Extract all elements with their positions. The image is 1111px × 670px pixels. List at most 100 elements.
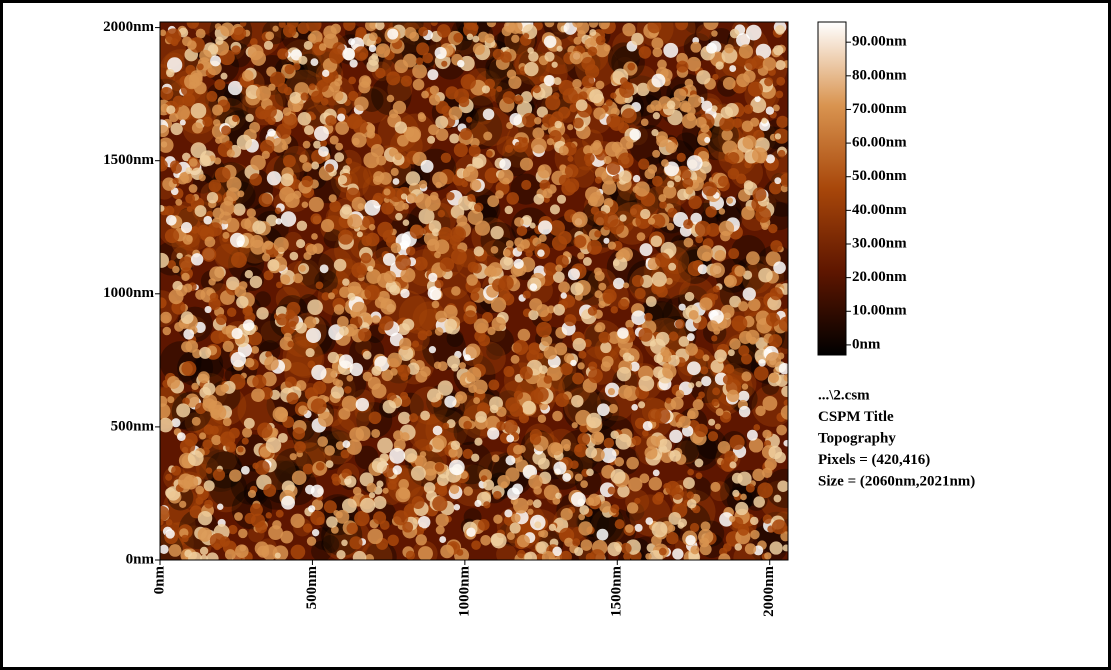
grain (367, 266, 373, 272)
grain (619, 214, 626, 221)
grain (251, 388, 265, 402)
grain (652, 176, 663, 187)
colorbar (818, 22, 846, 355)
grain (606, 114, 620, 128)
grain (222, 326, 230, 334)
grain (259, 193, 273, 207)
grain (184, 433, 198, 447)
grain (572, 538, 580, 546)
grain (538, 530, 545, 537)
grain (643, 421, 653, 431)
grain (553, 304, 565, 316)
grain (196, 29, 206, 39)
grain (635, 524, 643, 532)
grain (191, 103, 207, 119)
grain (206, 467, 213, 474)
grain (606, 99, 613, 106)
grain (450, 484, 460, 494)
grain (192, 122, 203, 133)
grain (639, 46, 652, 59)
grain (299, 265, 306, 272)
grain (641, 118, 649, 126)
grain (645, 553, 651, 559)
grain (513, 340, 528, 355)
grain (514, 217, 524, 227)
grain (580, 480, 588, 488)
grain (359, 52, 366, 59)
grain (660, 347, 669, 356)
grain (514, 390, 523, 399)
grain (710, 263, 725, 278)
grain (631, 404, 638, 411)
grain (734, 266, 745, 277)
grain (467, 34, 474, 41)
grain (544, 75, 555, 86)
grain (684, 238, 694, 248)
grain (225, 549, 236, 560)
colorbar-tick-label: 20.00nm (852, 269, 907, 285)
grain (625, 524, 634, 533)
grain (604, 45, 611, 52)
grain (649, 477, 662, 490)
grain (661, 159, 669, 167)
grain (210, 409, 220, 419)
grain (570, 51, 583, 64)
grain (213, 119, 220, 126)
grain (565, 164, 579, 178)
grain (451, 441, 460, 450)
grain (433, 426, 443, 436)
grain (689, 310, 699, 320)
grain (369, 45, 376, 52)
grain (736, 173, 746, 183)
grain (503, 91, 516, 104)
grain (564, 538, 573, 547)
grain (306, 348, 315, 357)
grain (225, 141, 233, 149)
grain (607, 162, 620, 175)
grain (728, 248, 739, 259)
grain (552, 411, 563, 422)
grain (584, 153, 595, 164)
grain (333, 90, 344, 101)
grain (257, 423, 272, 438)
grain (311, 162, 319, 170)
grain (206, 91, 217, 102)
grain (255, 522, 267, 534)
grain (318, 412, 333, 427)
grain (687, 57, 702, 72)
grain (505, 206, 513, 214)
grain (264, 356, 279, 371)
grain (695, 236, 703, 244)
grain (395, 121, 407, 133)
grain (485, 33, 495, 43)
grain (309, 83, 316, 90)
grain (539, 234, 547, 242)
grain (668, 263, 676, 271)
grain (366, 124, 375, 133)
grain (326, 460, 334, 468)
grain (490, 405, 499, 414)
grain (598, 283, 606, 291)
grain (492, 455, 500, 463)
grain (679, 304, 686, 311)
grain (491, 533, 507, 549)
grain (773, 261, 786, 274)
grain (262, 151, 270, 159)
grain (595, 322, 605, 332)
grain (762, 430, 771, 439)
grain (515, 142, 522, 149)
grain (178, 473, 194, 489)
grain (763, 57, 777, 71)
grain (578, 351, 586, 359)
grain (440, 545, 454, 559)
grain (533, 85, 541, 93)
grain (563, 444, 570, 451)
grain (714, 349, 727, 362)
grain (589, 89, 603, 103)
grain (252, 220, 266, 234)
grain (520, 366, 533, 379)
grain (386, 71, 400, 85)
grain (421, 160, 434, 173)
grain (696, 381, 702, 387)
grain (758, 268, 773, 283)
